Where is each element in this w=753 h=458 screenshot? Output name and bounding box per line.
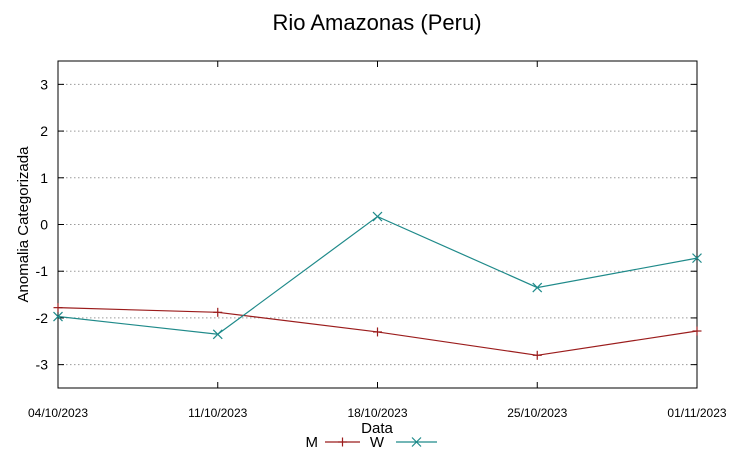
legend-label-W: W (370, 434, 385, 451)
y-tick-label: 2 (40, 123, 48, 139)
series-M (53, 303, 702, 360)
y-tick-label: 0 (40, 217, 48, 233)
series-group (53, 211, 702, 360)
y-tick-label: -1 (36, 263, 49, 279)
data-point-W (692, 253, 702, 264)
y-tick-label: 1 (40, 170, 48, 186)
x-tick-label: 25/10/2023 (507, 406, 567, 420)
y-tick-label: -3 (36, 357, 49, 373)
series-W (53, 211, 702, 340)
x-axis-label: Data (361, 420, 393, 437)
x-tick-label: 01/11/2023 (667, 406, 726, 420)
y-tick-label: -2 (36, 310, 49, 326)
data-point-W (212, 329, 223, 340)
legend-marker-W (411, 437, 422, 447)
legend-label-M: M (306, 434, 319, 451)
x-tick-label: 04/10/2023 (28, 406, 88, 420)
x-tick-label: 11/10/2023 (188, 406, 247, 420)
data-point-W (372, 211, 383, 222)
x-tick-label: 18/10/2023 (347, 406, 407, 420)
y-axis-label: Anomalia Categorizada (15, 146, 32, 303)
data-point-W (532, 282, 543, 293)
data-point-W (53, 311, 63, 322)
plot-frame (57, 60, 698, 389)
x-axis-ticks: 04/10/2023 11/10/2023 18/10/2023 25/10/2023… (28, 61, 727, 420)
y-axis-ticks: -3 -2 -1 0 1 2 3 (36, 76, 697, 373)
series-line-W (57, 215, 698, 335)
y-tick-label: 3 (40, 76, 48, 92)
grid-lines (58, 83, 697, 366)
chart-title: Rio Amazonas (Peru) (272, 10, 481, 35)
